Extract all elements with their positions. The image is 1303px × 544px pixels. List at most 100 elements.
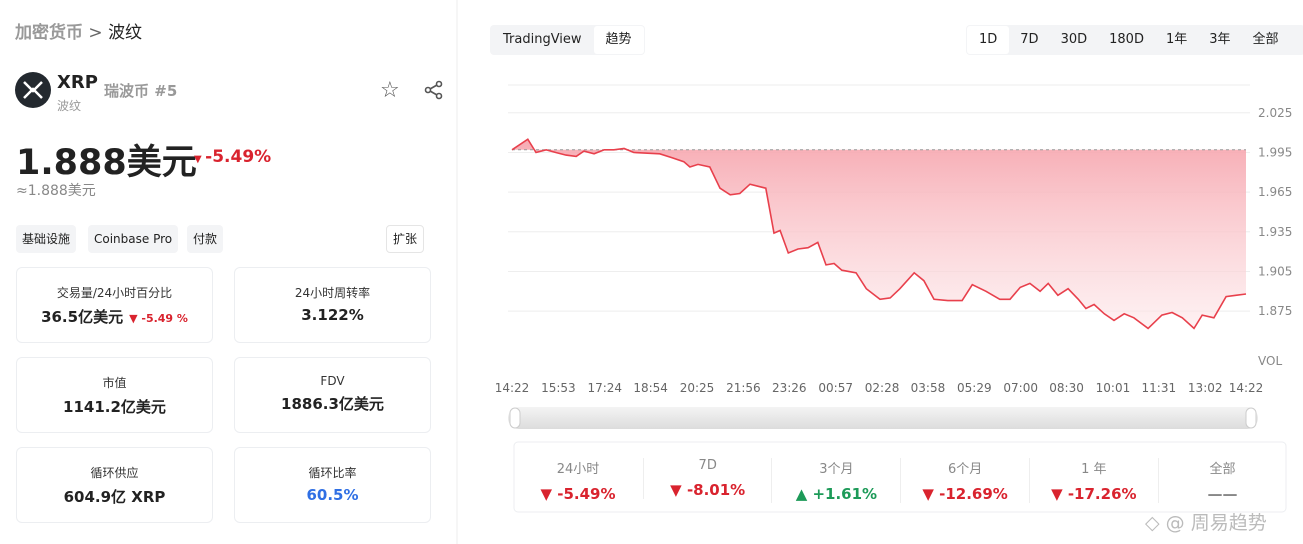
volume-label: VOL: [1258, 354, 1282, 368]
price-approx: ≈1.888美元: [16, 183, 96, 199]
performance-label: 全部: [1209, 462, 1236, 477]
x-tick-label: 21:56: [726, 381, 761, 395]
stat-label: 市值: [102, 376, 127, 390]
expand-button[interactable]: 扩张: [386, 225, 425, 253]
stat-value: 3.122%: [235, 306, 430, 324]
x-tick-label: 13:02: [1188, 381, 1223, 395]
stat-value: 36.5亿美元 ▼ -5.49 %: [17, 306, 212, 327]
stat-value-text: 3.122%: [301, 306, 364, 324]
stat-card: 循环供应 604.9亿 XRP: [16, 447, 213, 523]
performance-item: 6个月 ▼ -12.69%: [900, 458, 1029, 503]
coin-subtitle: 波纹: [57, 99, 82, 113]
performance-value-text: -8.01%: [686, 481, 746, 499]
range-button[interactable]: 180D: [1109, 32, 1144, 47]
performance-label: 24小时: [556, 462, 600, 477]
range-button[interactable]: 1年: [1165, 32, 1188, 47]
y-tick-label: 2.025: [1258, 106, 1292, 120]
tab[interactable]: 趋势: [593, 26, 644, 54]
stat-value-text: 1886.3亿美元: [281, 395, 384, 413]
performance-item: 1 年 ▼ -17.26%: [1028, 458, 1158, 503]
price-line: [511, 138, 1247, 330]
tag[interactable]: Coinbase Pro: [88, 225, 179, 253]
tab-group: TradingView 趋势: [490, 25, 645, 55]
performance-box: [513, 441, 1287, 513]
x-tick-label: 18:54: [633, 381, 668, 395]
performance-label: 7D: [698, 458, 717, 473]
price-change: ▼ -5.49%: [194, 147, 272, 167]
area: [512, 139, 1246, 329]
x-tick-label: 14:22: [495, 381, 530, 395]
stat-change: ▼ -5.49 %: [129, 312, 188, 325]
stat-label: 循环供应: [90, 466, 139, 480]
watermark: ◇ @ 周易趋势: [1145, 512, 1267, 534]
x-tick-label: 07:00: [1003, 381, 1038, 395]
range-button[interactable]: 全部: [1252, 32, 1279, 47]
performance-label: 6个月: [947, 462, 983, 477]
x-tick-label: 23:26: [772, 381, 807, 395]
x-tick-label: 15:53: [541, 381, 576, 395]
x-tick-label: 14:22: [1229, 381, 1264, 395]
coin-logo: [15, 72, 51, 108]
stat-value: 1141.2亿美元: [17, 396, 212, 417]
stat-label: 循环比率: [308, 466, 357, 480]
performance-value: ▼ -8.01%: [670, 481, 746, 499]
performance-label: 1 年: [1081, 462, 1107, 477]
performance-value: ▼ -17.26%: [1051, 485, 1137, 503]
x-tick-label: 10:01: [1096, 381, 1131, 395]
breadcrumb: 加密货币 > 波纹: [15, 23, 143, 43]
stat-value: 1886.3亿美元: [235, 393, 430, 414]
slider-handle[interactable]: [1245, 407, 1257, 429]
range-button[interactable]: 1D: [967, 26, 1010, 54]
range-button[interactable]: 7D: [1020, 32, 1039, 47]
performance-value: ▲ +1.61%: [795, 485, 878, 503]
x-tick-label: 05:29: [957, 381, 992, 395]
performance-value: ▼ -5.49%: [540, 485, 616, 503]
stat-value: 604.9亿 XRP: [17, 486, 212, 507]
tab[interactable]: TradingView: [503, 32, 582, 47]
stat-card: 24小时周转率 3.122%: [234, 267, 431, 343]
tag[interactable]: 基础设施: [16, 225, 77, 253]
performance-value-text: -5.49%: [557, 485, 616, 503]
performance-label: 3个月: [819, 462, 854, 477]
star-icon[interactable]: ☆: [380, 78, 400, 103]
y-tick-label: 1.965: [1258, 185, 1292, 199]
stat-card: 交易量/24小时百分比 36.5亿美元 ▼ -5.49 %: [16, 267, 213, 343]
share-icon[interactable]: [424, 80, 444, 100]
x-tick-label: 03:58: [911, 381, 946, 395]
tag[interactable]: 付款: [187, 225, 224, 253]
stat-value-text: 36.5亿美元: [41, 308, 124, 326]
performance-value-text: -17.26%: [1067, 485, 1137, 503]
x-tick-label: 20:25: [680, 381, 715, 395]
y-tick-label: 1.995: [1258, 145, 1292, 159]
range-button[interactable]: 3年: [1209, 32, 1231, 47]
breadcrumb-item[interactable]: 加密货币: [15, 23, 83, 43]
y-tick-label: 1.905: [1258, 264, 1292, 278]
stat-value-text: 60.5%: [306, 486, 359, 504]
performance-item: 24小时 ▼ -5.49%: [514, 458, 642, 503]
x-tick-label: 08:30: [1049, 381, 1084, 395]
performance-value: ——: [1159, 485, 1287, 503]
coin-name: 瑞波币 #5: [104, 82, 178, 100]
performance-value-text: +1.61%: [812, 485, 878, 503]
slider-handle[interactable]: [509, 407, 521, 429]
performance-value-text: -12.69%: [939, 485, 1008, 503]
range-slider[interactable]: [508, 407, 1258, 429]
range-group: 1D 7D 30D 180D 1年 3年 全部: [966, 25, 1303, 55]
y-tick-label: 1.875: [1258, 304, 1292, 318]
x-tick-label: 02:28: [865, 381, 900, 395]
y-tick-label: 1.935: [1258, 225, 1292, 239]
performance-item: 7D ▼ -8.01%: [642, 458, 772, 499]
stat-card: 循环比率 60.5%: [234, 447, 431, 523]
coin-symbol: XRP: [57, 72, 98, 93]
stat-card: FDV 1886.3亿美元: [234, 357, 431, 433]
range-button[interactable]: 30D: [1060, 32, 1088, 47]
breadcrumb-item: 波纹: [108, 23, 143, 43]
x-tick-label: 17:24: [587, 381, 622, 395]
price: 1.888美元: [16, 143, 197, 183]
performance-value-text: ——: [1207, 485, 1238, 503]
performance-item: 全部 ——: [1157, 458, 1287, 503]
stat-label: 交易量/24小时百分比: [56, 286, 173, 300]
stat-change-text: -5.49 %: [141, 312, 188, 325]
x-tick-label: 00:57: [818, 381, 853, 395]
